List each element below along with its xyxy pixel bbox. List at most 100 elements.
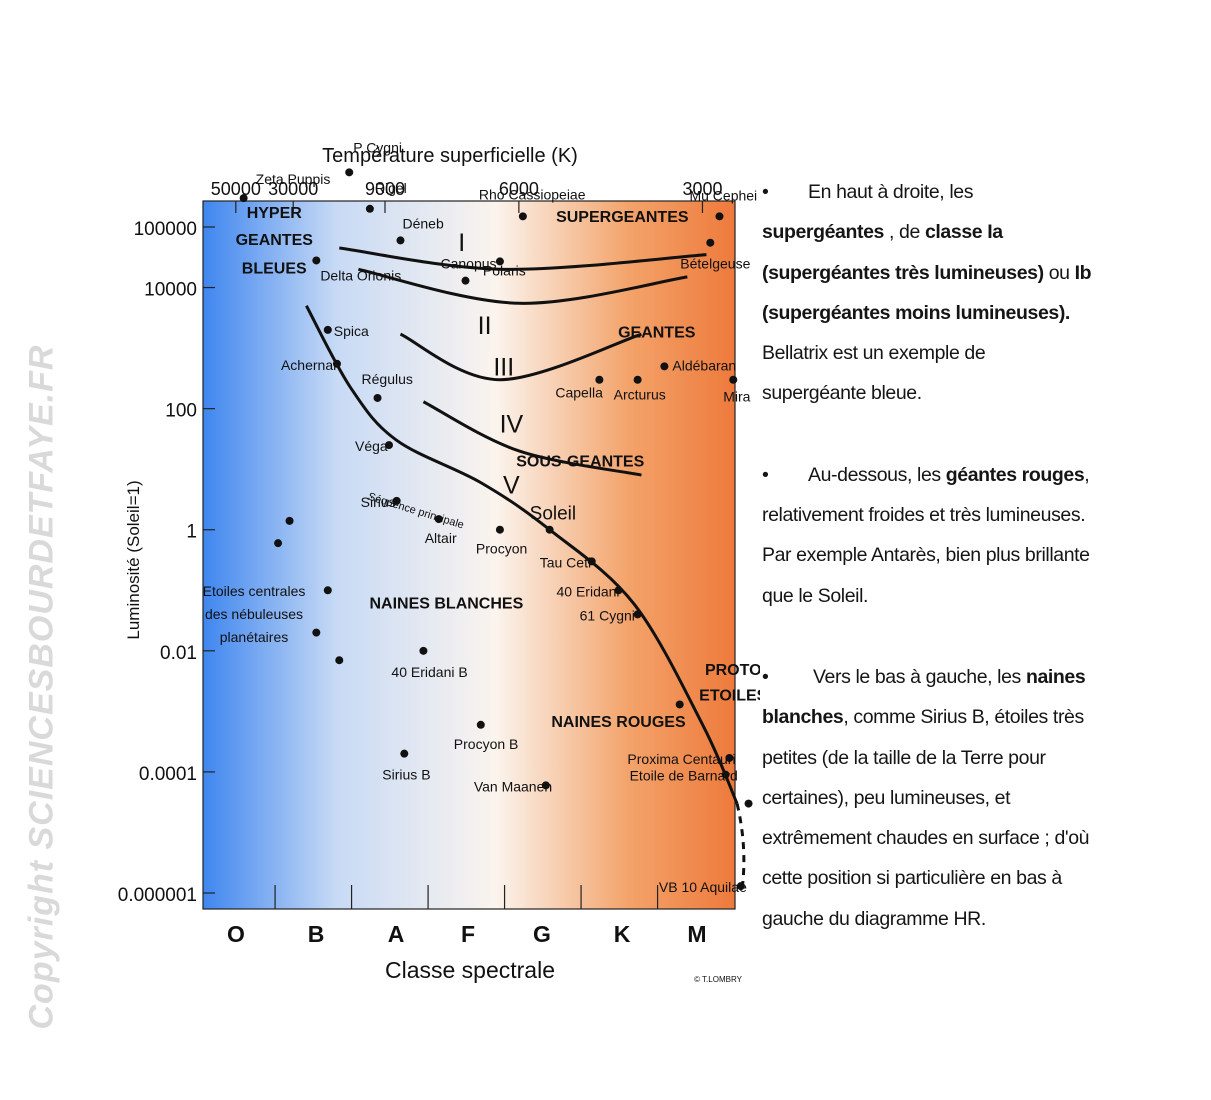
- spectral-class-label: O: [227, 921, 245, 947]
- star-point: [736, 882, 745, 891]
- luminosity-class-curve-I: [339, 246, 707, 271]
- credit-label: © T.LOMBRY: [694, 975, 743, 984]
- star-label: Déneb: [402, 215, 443, 231]
- star-point: [660, 362, 669, 371]
- luminosity-class-curve-V: [305, 305, 739, 805]
- star-label: Véga: [355, 438, 388, 454]
- bullet-icon: •: [762, 665, 769, 688]
- top-tick-label: 50000: [211, 179, 261, 199]
- star-point: [461, 276, 470, 285]
- central-stars-label: Etoiles centrales: [203, 583, 306, 599]
- region-label: SOUS-GEANTES: [516, 454, 644, 471]
- x-axis-title: Classe spectrale: [385, 957, 555, 983]
- star-point: [323, 325, 332, 334]
- star-point: [706, 238, 715, 247]
- star-label: Bételgeuse: [680, 256, 750, 272]
- star-label: Canopus: [441, 256, 497, 272]
- star-point: [385, 441, 393, 450]
- top-tick-label: 3000: [682, 179, 722, 199]
- region-label: NAINES ROUGES: [551, 714, 686, 731]
- star-label: Sirius B: [382, 767, 430, 783]
- star-point: [434, 515, 443, 524]
- y-tick-label: 1: [186, 522, 197, 543]
- star-point: [541, 781, 550, 790]
- star-label: Spica: [334, 323, 369, 339]
- luminosity-class-numeral: I: [458, 229, 465, 257]
- star-point: [285, 516, 294, 525]
- star-point: [495, 525, 504, 534]
- star-point: [396, 236, 405, 245]
- top-tick-label: 30000: [268, 179, 318, 199]
- star-label: Capella: [555, 385, 603, 401]
- central-stars-label: des nébuleuses: [205, 606, 303, 622]
- star-label: Zeta Puppis: [256, 171, 331, 187]
- luminosity-class-numeral: II: [478, 312, 492, 340]
- star-point: [495, 257, 504, 266]
- paragraph-text: , comme Sirius B, étoiles très petites (…: [762, 706, 1090, 930]
- star-point: [274, 539, 283, 548]
- main-sequence-dashed-tail: [735, 803, 746, 887]
- star-label: Rho Cassiopeiae: [479, 186, 586, 202]
- paragraph-text: Vers le bas à gauche, les: [808, 665, 1026, 688]
- star-point: [373, 393, 382, 402]
- region-label: GEANTES: [618, 324, 696, 341]
- top-tick-label: 9000: [365, 179, 405, 199]
- star-point: [400, 749, 409, 758]
- star-label: Procyon B: [454, 736, 519, 752]
- star-label: Arcturus: [614, 387, 666, 403]
- central-stars-label: planétaires: [220, 629, 289, 645]
- luminosity-class-numeral: IV: [500, 411, 524, 439]
- star-label: 61 Cygni: [580, 607, 635, 623]
- star-point: [614, 586, 623, 595]
- star-point: [312, 256, 321, 265]
- spectral-class-label: F: [461, 921, 475, 947]
- star-point: [365, 204, 374, 213]
- paragraph-text: Bellatrix est un exemple de supergéante …: [762, 342, 986, 405]
- paragraph-text: Au-dessous, les: [808, 463, 946, 486]
- emphasized-text: naines blanches: [762, 665, 1086, 729]
- star-point: [312, 628, 321, 637]
- y-tick-label: 100000: [134, 219, 197, 240]
- region-label: ETOILES: [699, 688, 760, 705]
- star-point: [332, 359, 341, 368]
- star-point: [595, 375, 604, 384]
- star-point: [476, 720, 485, 729]
- emphasized-text: supergéantes: [762, 221, 884, 244]
- top-tick-label: 6000: [499, 179, 539, 199]
- paragraph-text: , de: [884, 221, 925, 244]
- plot-background: [202, 200, 736, 910]
- y-tick-label: 0.000001: [118, 885, 197, 906]
- y-tick-label: 0.01: [160, 643, 197, 664]
- star-label: Sirius: [361, 494, 396, 510]
- star-point: [633, 610, 642, 619]
- star-point: [323, 586, 332, 595]
- bullet-icon: •: [762, 463, 769, 486]
- star-point: [725, 753, 734, 762]
- luminosity-class-numeral: V: [503, 471, 520, 499]
- star-label: Proxima Centauri: [627, 751, 735, 767]
- star-label: Mira: [723, 389, 750, 405]
- emphasized-text: géantes rouges: [945, 463, 1085, 486]
- star-label: Rigel: [375, 180, 407, 196]
- star-point: [419, 646, 428, 655]
- paragraph-text: , relativement froides et très lumineuse…: [762, 463, 1090, 607]
- luminosity-class-numeral: III: [493, 354, 514, 382]
- star-label: VB 10 Aquilae: [659, 879, 747, 895]
- spectral-class-label: M: [687, 921, 706, 947]
- star-point: [239, 194, 248, 203]
- luminosity-class-curve-IV: [422, 400, 642, 477]
- star-label: Altair: [425, 530, 457, 546]
- region-label: GEANTES: [236, 232, 314, 249]
- star-point: [721, 770, 730, 779]
- hr-diagram: Température superficielle (K) Classe spe…: [118, 139, 760, 984]
- star-point: [675, 700, 684, 709]
- star-label: Delta Orionis: [320, 267, 401, 283]
- paragraph-text: ou: [1043, 261, 1075, 284]
- spectral-class-label: K: [614, 921, 631, 947]
- star-label: Tau Ceti: [540, 554, 591, 570]
- spectral-class-label: A: [388, 921, 405, 947]
- star-label: Achernar: [281, 357, 338, 373]
- luminosity-class-curve-III: [399, 332, 642, 382]
- star-label: Soleil: [530, 504, 576, 525]
- panel-paragraph: • En haut à droite, les supergéantes , de…: [762, 172, 1092, 414]
